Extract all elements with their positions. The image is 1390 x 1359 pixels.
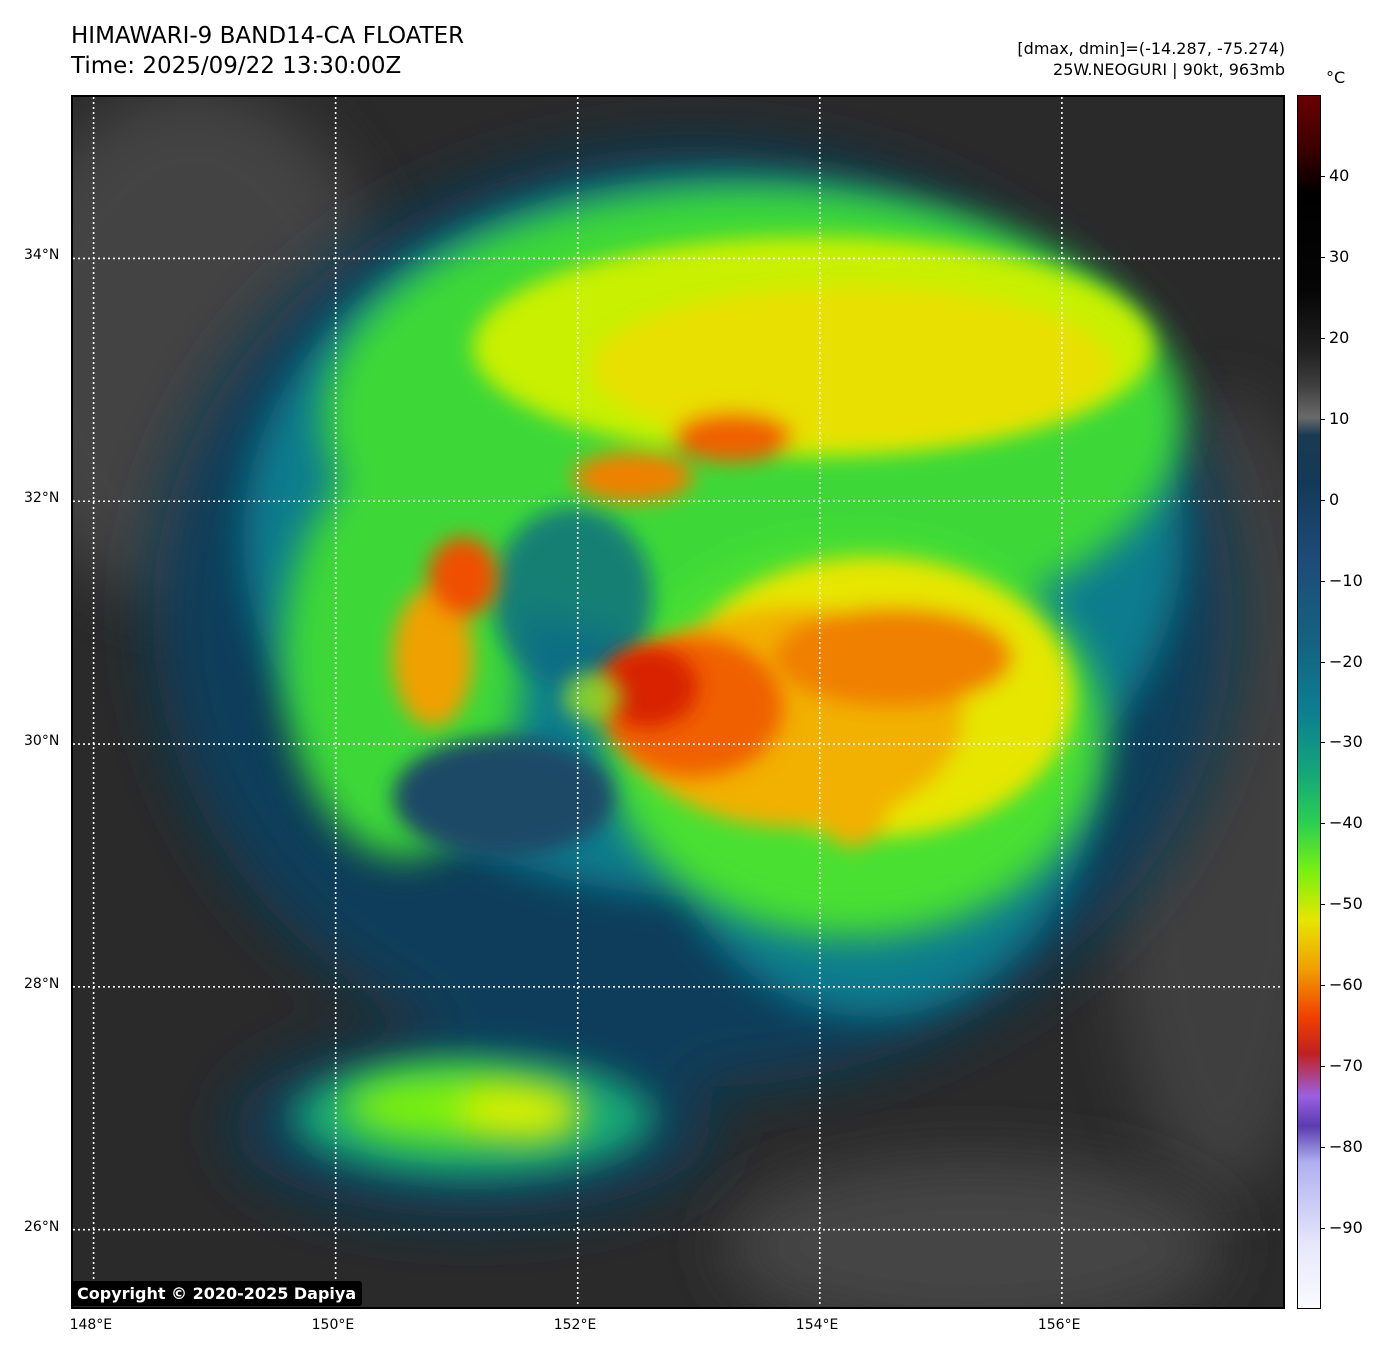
- colorbar-tick-mark: [1321, 904, 1325, 906]
- lat-tick-label: 28°N: [24, 975, 60, 992]
- colorbar-tick-label: −10: [1329, 570, 1363, 590]
- colorbar-tick-mark: [1321, 418, 1325, 420]
- colorbar-tick-label: 0: [1329, 489, 1340, 509]
- colorbar-tick-label: −40: [1329, 813, 1363, 833]
- lon-tick-label: 150°E: [311, 1317, 355, 1333]
- lat-tick-label: 32°N: [24, 490, 60, 507]
- cloud-imagery: [73, 97, 1283, 1307]
- colorbar-tick-mark: [1321, 175, 1325, 177]
- satellite-image: [71, 95, 1285, 1309]
- colorbar: [1297, 95, 1321, 1309]
- range-label: [dmax, dmin]=(-14.287, -75.274): [1017, 39, 1285, 58]
- colorbar-tick-label: −70: [1329, 1056, 1363, 1076]
- colorbar-tick-mark: [1321, 742, 1325, 744]
- chart-title: HIMAWARI-9 BAND14-CA FLOATER: [71, 23, 465, 49]
- colorbar-tick-label: 30: [1329, 246, 1350, 266]
- colorbar-tick-mark: [1321, 256, 1325, 258]
- lat-tick-label: 30°N: [24, 733, 60, 750]
- lat-tick-label: 26°N: [24, 1218, 60, 1235]
- colorbar-tick-mark: [1321, 823, 1325, 825]
- colorbar-tick-label: 10: [1329, 408, 1350, 428]
- colorbar-tick-mark: [1321, 1066, 1325, 1068]
- lon-tick-label: 154°E: [795, 1317, 839, 1333]
- copyright-label: Copyright © 2020-2025 Dapiya: [71, 1281, 363, 1306]
- colorbar-tick-label: −30: [1329, 732, 1363, 752]
- lon-tick-label: 148°E: [69, 1317, 113, 1333]
- time-label: Time: 2025/09/22 13:30:00Z: [71, 53, 402, 79]
- colorbar-tick-label: 20: [1329, 327, 1350, 347]
- colorbar-tick-label: −80: [1329, 1137, 1363, 1157]
- lat-tick-label: 34°N: [24, 247, 60, 264]
- colorbar-tick-label: 40: [1329, 165, 1350, 185]
- gridlines: [73, 97, 1283, 1307]
- colorbar-tick-label: −60: [1329, 975, 1363, 995]
- colorbar-tick-mark: [1321, 985, 1325, 987]
- lon-tick-label: 156°E: [1037, 1317, 1081, 1333]
- colorbar-tick-label: −90: [1329, 1218, 1363, 1238]
- colorbar-tick-label: −20: [1329, 651, 1363, 671]
- colorbar-tick-label: −50: [1329, 894, 1363, 914]
- lon-tick-label: 152°E: [553, 1317, 597, 1333]
- storm-label: 25W.NEOGURI | 90kt, 963mb: [1053, 60, 1285, 79]
- colorbar-tick-mark: [1321, 499, 1325, 501]
- colorbar-tick-mark: [1321, 1147, 1325, 1149]
- colorbar-tick-mark: [1321, 1228, 1325, 1230]
- colorbar-tick-mark: [1321, 580, 1325, 582]
- colorbar-tick-mark: [1321, 337, 1325, 339]
- colorbar-unit: °C: [1326, 68, 1346, 87]
- colorbar-tick-mark: [1321, 661, 1325, 663]
